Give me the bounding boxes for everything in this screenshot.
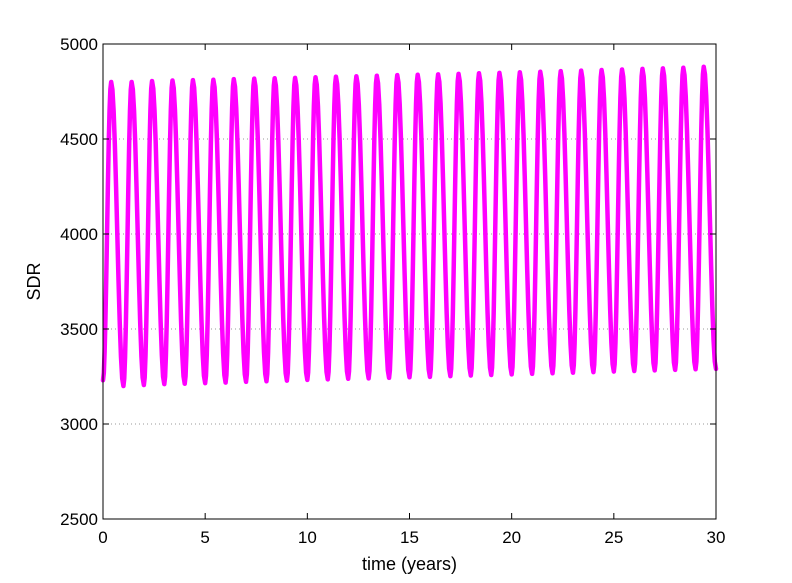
x-tick-label: 5	[200, 528, 209, 547]
y-tick-label: 2500	[60, 510, 98, 529]
x-tick-label: 30	[707, 528, 726, 547]
x-tick-label: 0	[98, 528, 107, 547]
y-tick-label: 4000	[60, 225, 98, 244]
y-tick-label: 5000	[60, 35, 98, 54]
axis-ticks	[102, 43, 717, 520]
y-tick-label: 4500	[60, 130, 98, 149]
tick-labels: 0 5 10 15 20 25 30 2500 3000 3500 4000 4500 5000	[60, 35, 725, 547]
x-axis-label: time (years)	[362, 554, 457, 574]
y-axis-label: SDR	[24, 262, 44, 300]
series-layer	[100, 64, 719, 389]
series-line-0	[100, 64, 719, 389]
y-tick-label: 3000	[60, 415, 98, 434]
x-tick-label: 10	[298, 528, 317, 547]
x-tick-label: 25	[604, 528, 623, 547]
x-tick-label: 20	[502, 528, 521, 547]
y-tick-label: 3500	[60, 320, 98, 339]
grid-lines	[103, 138, 716, 425]
x-tick-label: 15	[400, 528, 419, 547]
